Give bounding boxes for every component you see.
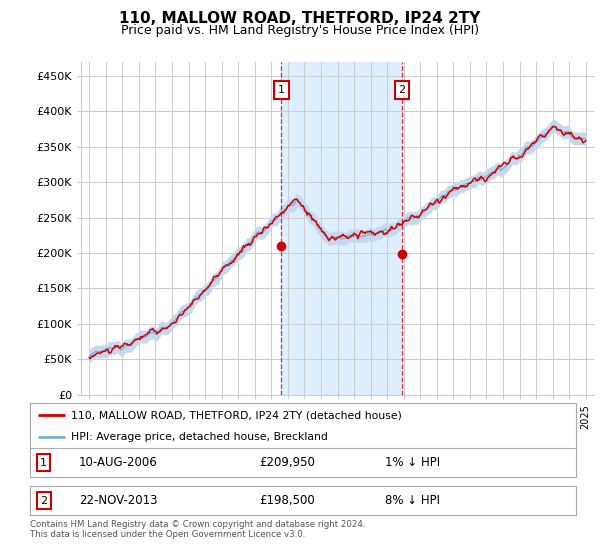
Text: 1: 1 — [278, 85, 285, 95]
Text: 110, MALLOW ROAD, THETFORD, IP24 2TY (detached house): 110, MALLOW ROAD, THETFORD, IP24 2TY (de… — [71, 410, 402, 420]
Text: £198,500: £198,500 — [259, 494, 315, 507]
Text: £209,950: £209,950 — [259, 456, 315, 469]
Text: 10-AUG-2006: 10-AUG-2006 — [79, 456, 158, 469]
Text: HPI: Average price, detached house, Breckland: HPI: Average price, detached house, Brec… — [71, 432, 328, 442]
Text: 2: 2 — [40, 496, 47, 506]
Bar — [281, 62, 402, 395]
Text: 22-NOV-2013: 22-NOV-2013 — [79, 494, 158, 507]
Text: Contains HM Land Registry data © Crown copyright and database right 2024.
This d: Contains HM Land Registry data © Crown c… — [30, 520, 365, 539]
Text: Price paid vs. HM Land Registry's House Price Index (HPI): Price paid vs. HM Land Registry's House … — [121, 24, 479, 37]
Text: 1% ↓ HPI: 1% ↓ HPI — [385, 456, 440, 469]
Text: 8% ↓ HPI: 8% ↓ HPI — [385, 494, 440, 507]
Text: 110, MALLOW ROAD, THETFORD, IP24 2TY: 110, MALLOW ROAD, THETFORD, IP24 2TY — [119, 11, 481, 26]
Text: 2: 2 — [398, 85, 406, 95]
Text: 1: 1 — [40, 458, 47, 468]
